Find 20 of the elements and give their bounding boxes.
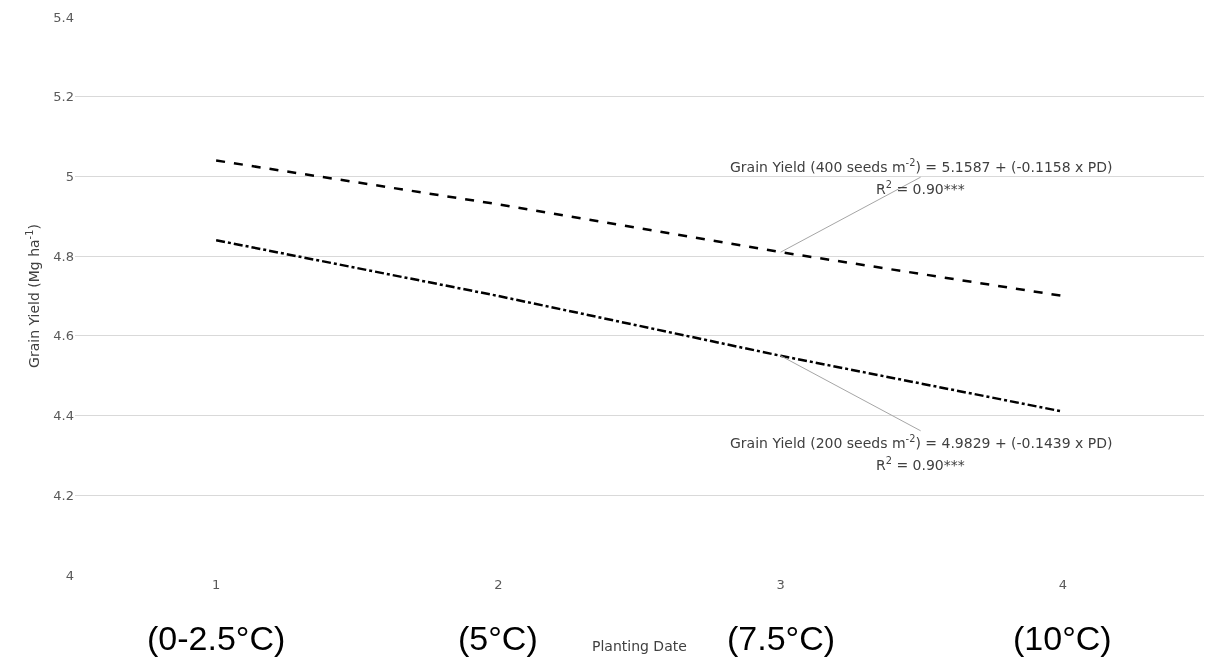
y-tick-label: 4.4: [53, 408, 74, 424]
y-tick-label: 5.2: [53, 89, 74, 105]
annotation: R$^{2}$ = 0.90***: [876, 179, 965, 197]
x-tick-label: 4: [1058, 577, 1068, 592]
y-tick-label: 5.4: [53, 9, 74, 25]
annotation: Grain Yield (200 seeds m$^{-2}$) = 4.9829 + (-0.1439 x PD): [730, 433, 1113, 451]
y-tick-label: 4.2: [53, 487, 74, 503]
text: (0-2.5°C): [147, 619, 286, 657]
annotation: R$^{2}$ = 0.90***: [876, 455, 965, 473]
text: (7.5°C): [727, 619, 836, 657]
y-tick-label: 4.8: [53, 248, 74, 264]
y-tick-label: 5: [65, 168, 74, 184]
annotation: Grain Yield (400 seeds m$^{-2}$) = 5.1587 + (-0.1158 x PD): [730, 157, 1113, 175]
text: (10°C): [1013, 619, 1112, 657]
x-tick-label: 3: [776, 577, 785, 592]
y-tick-label: 4.6: [53, 328, 74, 344]
x-tick-label: 2: [494, 577, 503, 592]
x-tick-label: 1: [211, 577, 221, 592]
x-axis-title: Planting Date: [592, 638, 687, 654]
text: (5°C): [458, 619, 538, 657]
